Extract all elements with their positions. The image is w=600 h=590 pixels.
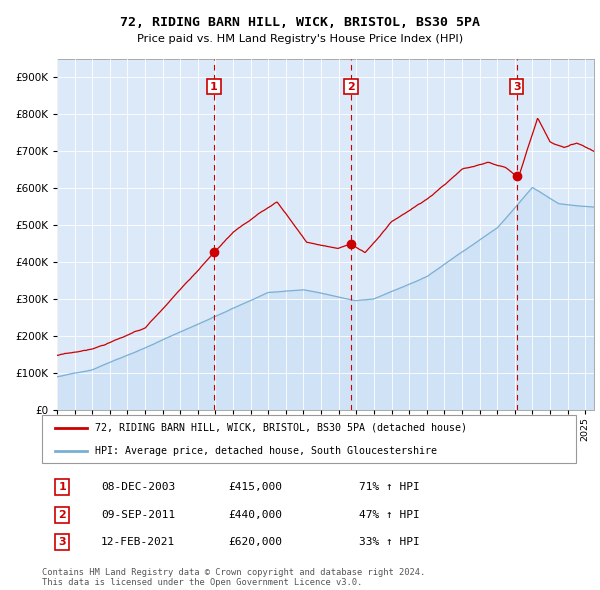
Text: 08-DEC-2003: 08-DEC-2003 <box>101 483 175 492</box>
Text: HPI: Average price, detached house, South Gloucestershire: HPI: Average price, detached house, Sout… <box>95 446 437 456</box>
Text: 2: 2 <box>347 81 355 91</box>
Text: 72, RIDING BARN HILL, WICK, BRISTOL, BS30 5PA (detached house): 72, RIDING BARN HILL, WICK, BRISTOL, BS3… <box>95 423 467 433</box>
Text: Price paid vs. HM Land Registry's House Price Index (HPI): Price paid vs. HM Land Registry's House … <box>137 34 463 44</box>
Text: 3: 3 <box>513 81 521 91</box>
Text: 1: 1 <box>58 483 66 492</box>
FancyBboxPatch shape <box>42 415 576 463</box>
Text: £415,000: £415,000 <box>229 483 283 492</box>
Text: Contains HM Land Registry data © Crown copyright and database right 2024.
This d: Contains HM Land Registry data © Crown c… <box>42 568 425 587</box>
Text: £620,000: £620,000 <box>229 537 283 547</box>
Text: 09-SEP-2011: 09-SEP-2011 <box>101 510 175 520</box>
Text: 33% ↑ HPI: 33% ↑ HPI <box>359 537 419 547</box>
Text: 47% ↑ HPI: 47% ↑ HPI <box>359 510 419 520</box>
Text: 1: 1 <box>210 81 218 91</box>
Text: 71% ↑ HPI: 71% ↑ HPI <box>359 483 419 492</box>
Text: 12-FEB-2021: 12-FEB-2021 <box>101 537 175 547</box>
Text: 72, RIDING BARN HILL, WICK, BRISTOL, BS30 5PA: 72, RIDING BARN HILL, WICK, BRISTOL, BS3… <box>120 16 480 29</box>
Text: £440,000: £440,000 <box>229 510 283 520</box>
Text: 3: 3 <box>58 537 66 547</box>
Text: 2: 2 <box>58 510 66 520</box>
